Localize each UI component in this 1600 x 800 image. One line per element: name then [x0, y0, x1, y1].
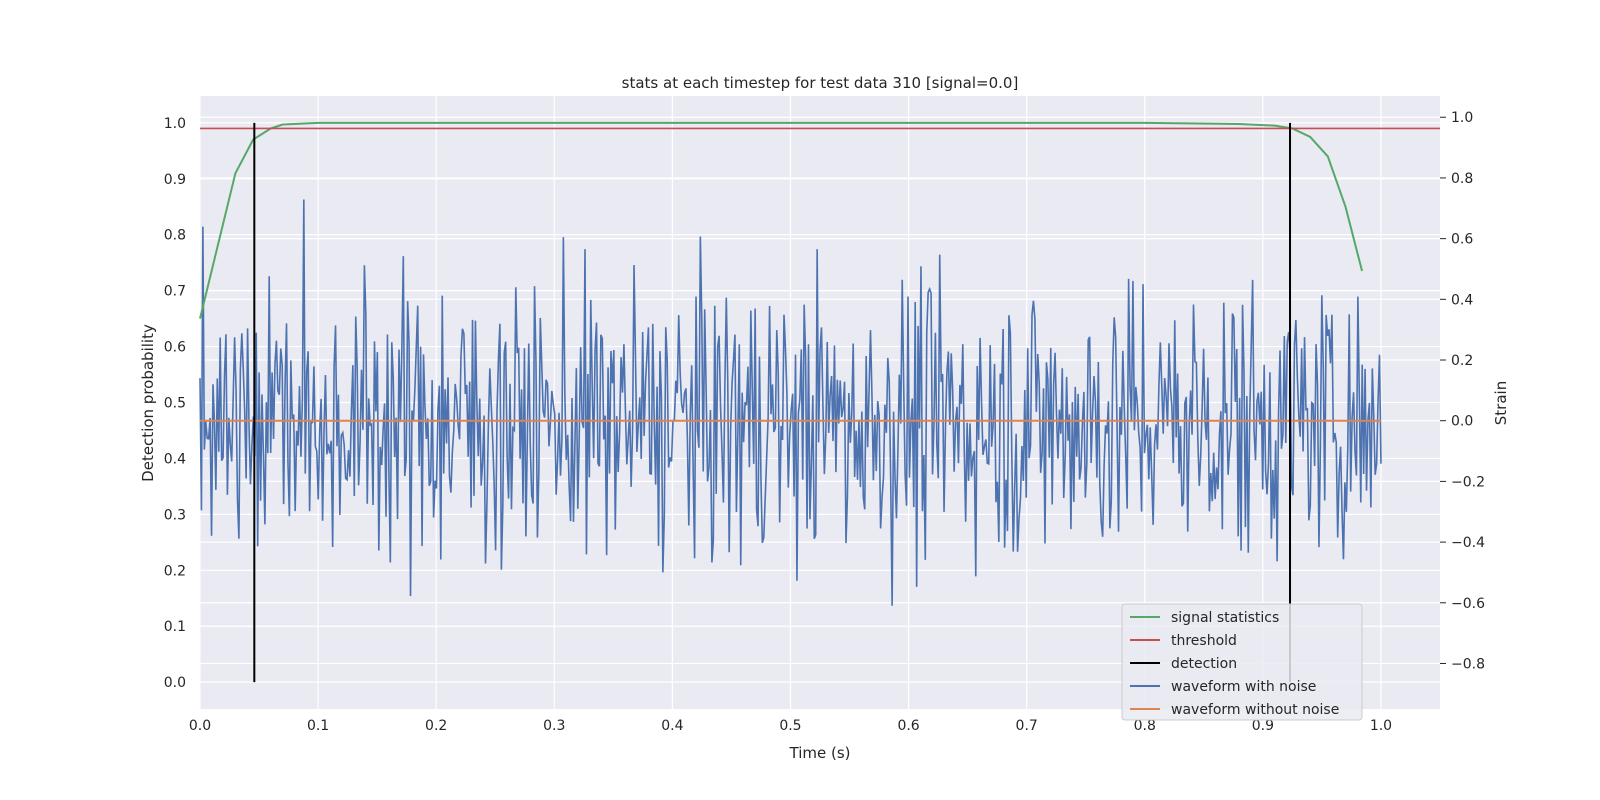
y-tick-label: 0.6: [164, 340, 186, 356]
legend-label-waveform-with-noise: waveform with noise: [1171, 679, 1316, 695]
y-tick-label: 0.9: [164, 172, 186, 188]
y2-tick-label: −0.8: [1451, 656, 1485, 672]
y2-tick-label: −0.6: [1451, 596, 1485, 612]
y2-tick-label: 0.4: [1451, 292, 1473, 308]
data-lines: [199, 121, 1440, 683]
legend-label-threshold: threshold: [1171, 633, 1237, 649]
legend-label-signal-statistics: signal statistics: [1171, 610, 1279, 626]
y-tick-label: 0.7: [164, 284, 186, 300]
y-tick-label: 0.4: [164, 451, 186, 467]
chart-title: stats at each timestep for test data 310…: [622, 74, 1019, 92]
y2-tick-label: 1.0: [1451, 110, 1473, 126]
y2-tick-label: 0.0: [1451, 414, 1473, 430]
y2-tick-label: −0.4: [1451, 535, 1485, 551]
y2-axis-label: Strain: [1492, 381, 1510, 425]
legend: signal statistics threshold detection wa…: [1121, 603, 1363, 721]
y-axis-ticks: 0.0 0.1 0.2 0.3 0.4 0.5 0.6 0.7 0.8 0.9 1.0: [164, 116, 186, 691]
y-tick-label: 0.3: [164, 507, 186, 523]
x-tick-label: 0.5: [779, 718, 801, 734]
y-tick-label: 0.0: [164, 675, 186, 691]
y-tick-label: 0.2: [164, 563, 186, 579]
x-tick-label: 0.7: [1016, 718, 1038, 734]
y-tick-label: 1.0: [164, 116, 186, 132]
x-tick-label: 0.8: [1134, 718, 1156, 734]
x-tick-label: 0.1: [307, 718, 329, 734]
legend-label-waveform-without-noise: waveform without noise: [1171, 702, 1339, 718]
x-tick-label: 0.3: [543, 718, 565, 734]
y-axis-label: Detection probability: [139, 324, 157, 482]
y2-tick-label: −0.2: [1451, 474, 1485, 490]
y2-tick-label: 0.2: [1451, 353, 1473, 369]
series-signal-statistics: [199, 121, 1364, 319]
legend-box: [1121, 603, 1363, 721]
y-tick-label: 0.5: [164, 396, 186, 412]
x-tick-label: 0.4: [661, 718, 683, 734]
y-tick-label: 0.8: [164, 228, 186, 244]
legend-label-detection: detection: [1171, 656, 1237, 672]
x-tick-label: 0.2: [425, 718, 447, 734]
y-tick-label: 0.1: [164, 619, 186, 635]
x-tick-label: 0.9: [1252, 718, 1274, 734]
x-axis-ticks: 0.0 0.1 0.2 0.3 0.4 0.5 0.6 0.7 0.8 0.9 1.0: [189, 718, 1392, 734]
series-waveform-with-noise: [199, 199, 1382, 606]
x-tick-label: 1.0: [1370, 718, 1392, 734]
y2-tick-label: 0.8: [1451, 171, 1473, 187]
y2-axis-ticks: −0.8 −0.6 −0.4 −0.2 0.0 0.2 0.4 0.6 0.8 1.0: [1440, 110, 1485, 672]
x-axis-label: Time (s): [789, 744, 851, 762]
x-tick-label: 0.6: [897, 718, 919, 734]
y2-tick-label: 0.6: [1451, 232, 1473, 248]
x-tick-label: 0.0: [189, 718, 211, 734]
